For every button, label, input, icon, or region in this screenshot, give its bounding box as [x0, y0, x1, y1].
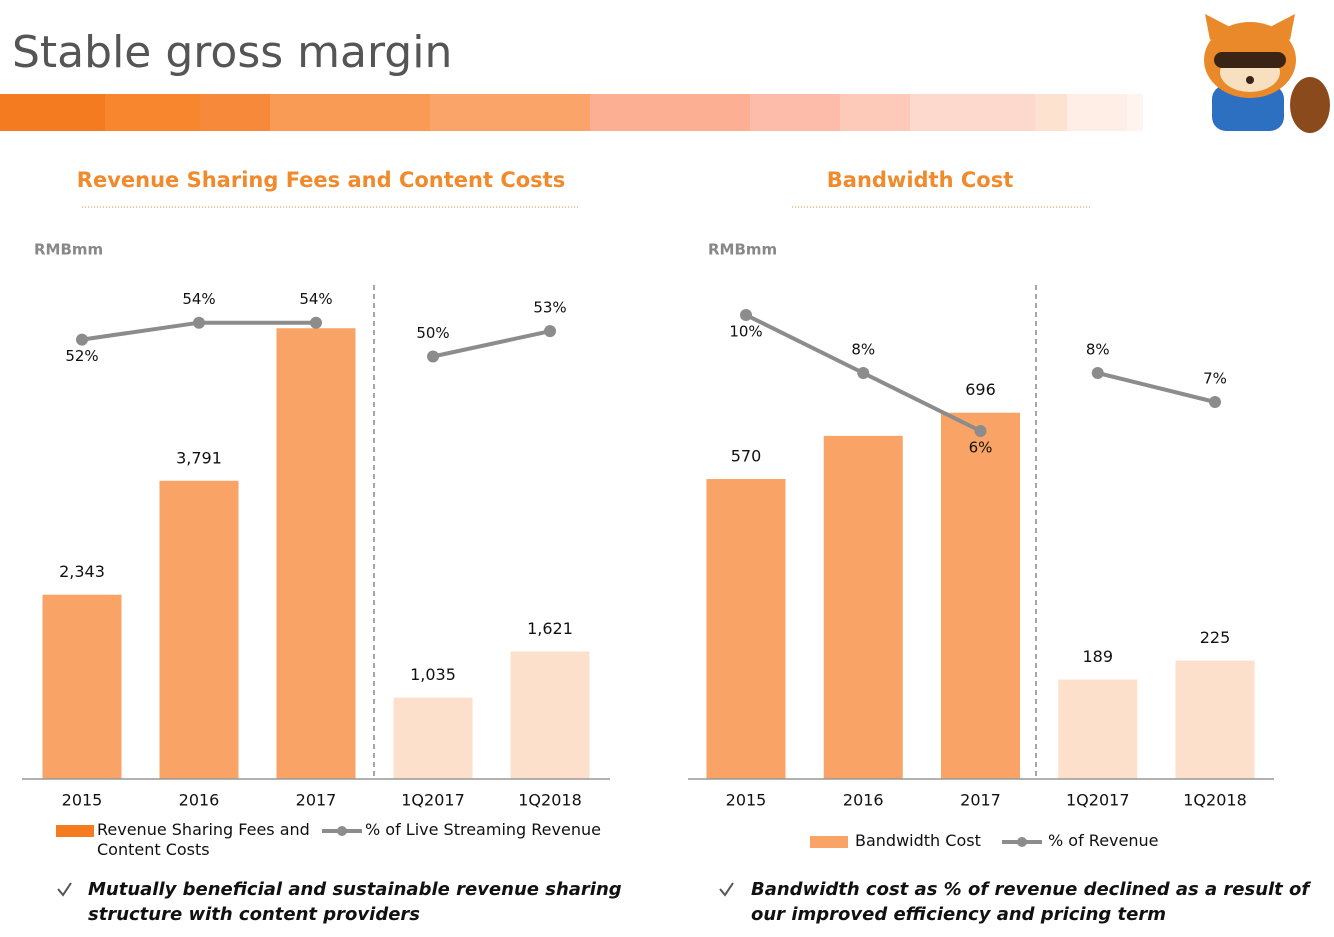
legend-label-text: % of Live Streaming Revenue [365, 820, 601, 839]
legend-label: % of Revenue [1048, 831, 1159, 850]
line [1097, 371, 1216, 404]
line-label: 7% [1203, 370, 1227, 388]
line-label: 6% [969, 439, 993, 457]
x-tick-label: 1Q2017 [401, 791, 465, 810]
x-tick-label: 2015 [62, 791, 103, 810]
x-tick-label: 1Q2017 [1066, 791, 1130, 810]
bar-label: 3,791 [176, 448, 222, 467]
page-title: Stable gross margin [12, 27, 452, 78]
line-point [76, 333, 88, 346]
line-point [740, 309, 752, 321]
legend-swatch [56, 825, 94, 837]
bar [159, 480, 239, 779]
unit-label: RMBmm [708, 241, 777, 259]
note-text: Mutually beneficial and sustainable reve… [88, 879, 622, 925]
line-point [1091, 367, 1104, 379]
legend-label: Revenue Sharing Fees and Content Costs [97, 820, 310, 859]
x-tick-label: 1Q2018 [1183, 791, 1247, 810]
bar [706, 479, 786, 779]
bar [510, 651, 590, 779]
line-point [544, 325, 556, 338]
note-check [57, 882, 734, 897]
bar [1058, 679, 1138, 779]
line [432, 329, 551, 359]
bar [941, 412, 1020, 779]
line-label: 8% [851, 341, 875, 359]
line-label: 10% [729, 323, 762, 341]
x-tick-label: 2016 [179, 791, 220, 810]
bar-label: 570 [731, 447, 762, 466]
line-label: 54% [299, 290, 332, 308]
line-point [1209, 396, 1221, 408]
legend-label-text: Bandwidth Cost [855, 831, 981, 850]
bar-label: 189 [1082, 647, 1113, 666]
chart-title: Revenue Sharing Fees and Content Costs [77, 168, 565, 192]
legend-point [1017, 837, 1027, 847]
legend-point [337, 826, 347, 836]
bar [276, 328, 356, 779]
line-label: 50% [416, 324, 449, 342]
bar-label: 2,343 [59, 562, 105, 581]
bar [393, 697, 473, 779]
legend-label-text: Revenue Sharing Fees and Content Costs [97, 820, 310, 859]
bar-label: 1,035 [410, 665, 456, 684]
bar-label: 225 [1200, 628, 1231, 647]
header-band [0, 94, 1143, 131]
x-tick-label: 2017 [296, 791, 337, 810]
note: Mutually beneficial and sustainable reve… [88, 879, 622, 925]
line-point [193, 316, 205, 329]
x-tick-label: 2015 [726, 791, 767, 810]
line-label: 54% [182, 290, 215, 308]
chart-title: Bandwidth Cost [827, 168, 1013, 192]
note: Bandwidth cost as % of revenue declined … [751, 879, 1310, 925]
line-label: 8% [1086, 341, 1110, 359]
legend-label-text: % of Revenue [1048, 831, 1159, 850]
legend-label: Bandwidth Cost [855, 831, 981, 850]
line-label: 52% [65, 347, 98, 365]
line-point [857, 367, 870, 379]
mascot [1204, 14, 1330, 133]
line-point [427, 350, 439, 363]
legend-label: % of Live Streaming Revenue [365, 820, 601, 839]
line-point [974, 425, 987, 437]
bar [42, 594, 122, 779]
note-text: Bandwidth cost as % of revenue declined … [751, 879, 1310, 925]
legend-swatch [810, 836, 848, 848]
unit-label: RMBmm [34, 241, 103, 259]
bar-label: 696 [965, 380, 996, 399]
bar-label: 1,621 [527, 619, 573, 638]
line-label: 53% [533, 299, 566, 317]
x-tick-label: 2016 [843, 791, 884, 810]
line-point [310, 316, 322, 329]
bar [1175, 660, 1255, 779]
x-tick-label: 1Q2018 [518, 791, 582, 810]
bar [823, 435, 903, 779]
x-tick-label: 2017 [960, 791, 1001, 810]
